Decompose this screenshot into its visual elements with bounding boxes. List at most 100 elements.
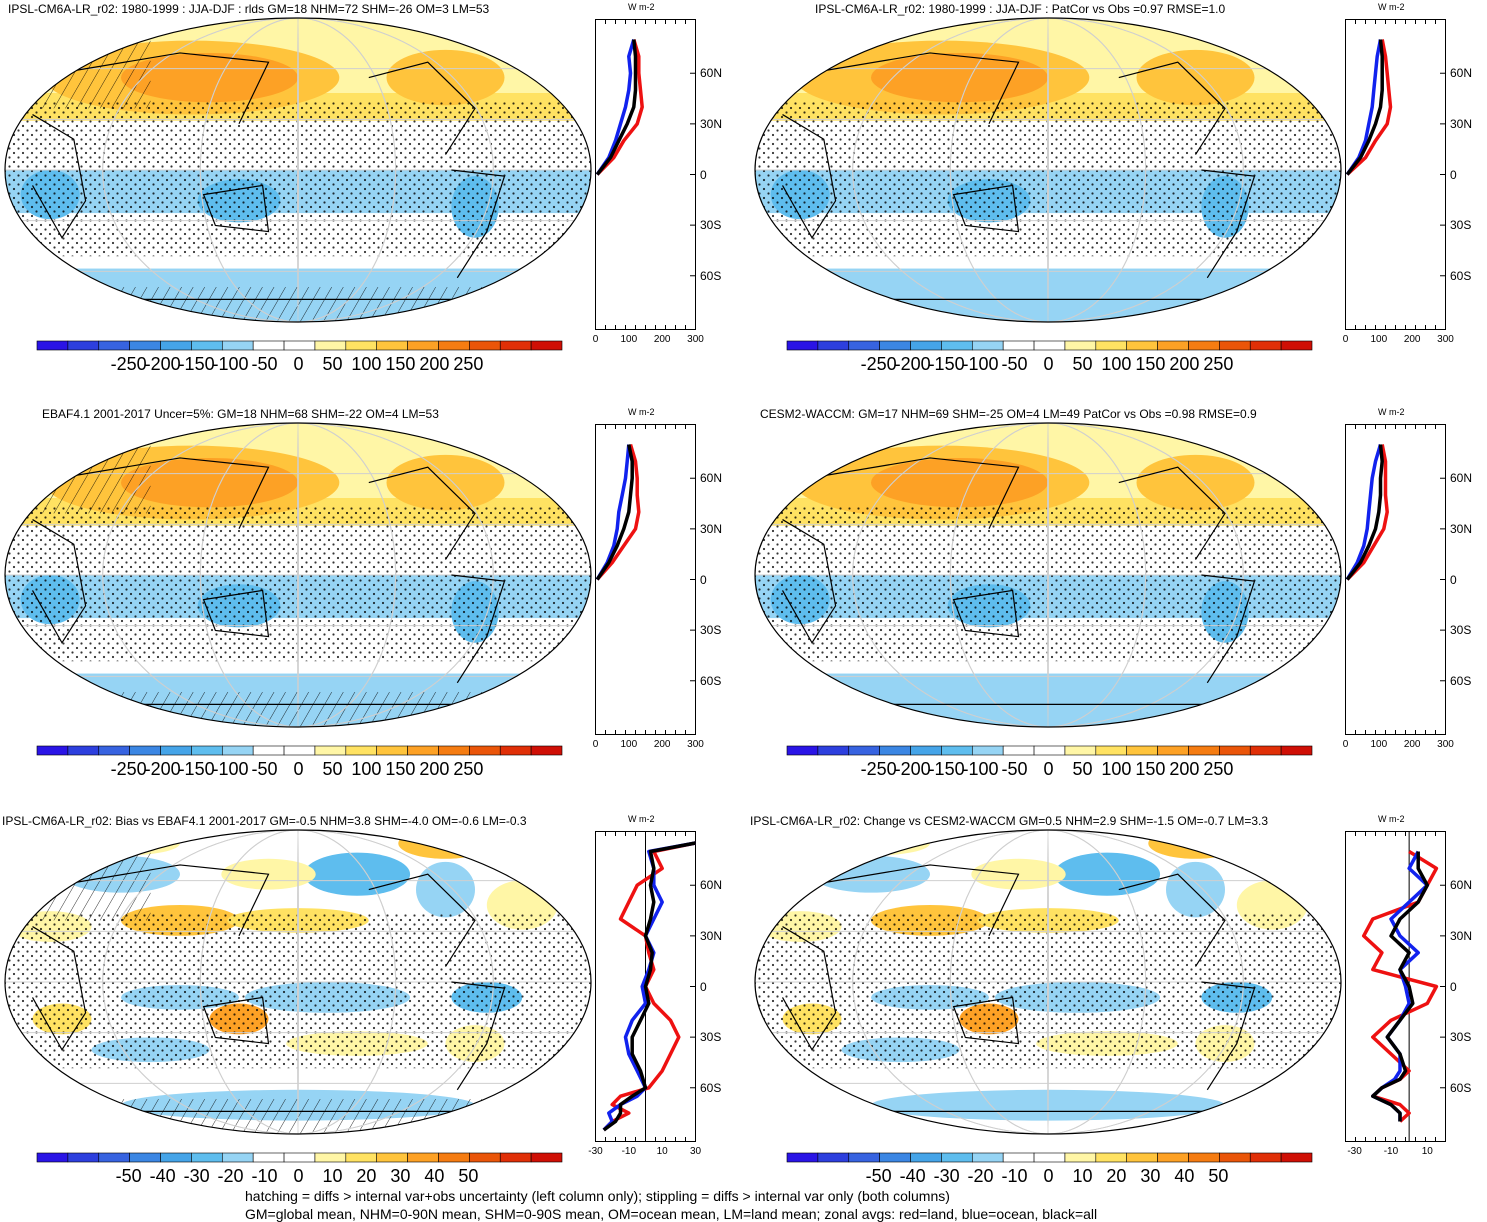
colorbar-swatch <box>1280 745 1313 756</box>
map-plot <box>4 422 592 728</box>
asia-warm-core <box>121 457 298 508</box>
colorbar-swatch <box>129 340 161 351</box>
lat-tick-label: 30N <box>700 928 723 943</box>
colorbar-tick-label: 50 <box>1072 354 1093 374</box>
colorbar <box>36 1152 563 1163</box>
colorbar-tick-label: 200 <box>1169 354 1200 374</box>
zonal-average-plot <box>595 19 696 330</box>
colorbar-tick-label: 10 <box>322 1166 343 1186</box>
lat-tick-label: 30N <box>1450 521 1473 536</box>
lat-tick-label: 60N <box>700 878 723 893</box>
lat-tick-label: 60S <box>700 1080 722 1095</box>
zonal-ocean-line <box>1345 444 1383 581</box>
map-outline <box>754 829 1342 1135</box>
colorbar-tick-label: -50 <box>251 354 278 374</box>
colorbar-swatch <box>941 340 973 351</box>
zonal-land-line <box>595 39 644 176</box>
colorbar-swatch <box>1157 1152 1189 1163</box>
zonal-x-tick-label: 0 <box>1342 739 1349 750</box>
zonal-unit-label: W m-2 <box>1378 407 1405 417</box>
colorbar-tick-label: -100 <box>962 759 999 779</box>
lat-tick-label: 0 <box>1450 167 1457 182</box>
colorbar-swatch <box>160 745 192 756</box>
zonal-x-tick-label: 10 <box>1421 1146 1433 1157</box>
colorbar-swatch <box>971 1152 1004 1163</box>
colorbar-labels: -250 -200 -150 -100 -50 0 50 100 150 200 250 <box>36 354 561 376</box>
zonal-average-plot <box>1345 424 1446 735</box>
colorbar-swatch <box>848 340 880 351</box>
lat-tick-label: 60N <box>700 471 723 486</box>
colorbar-tick-label: -30 <box>183 1166 210 1186</box>
colorbar-tick-label: 250 <box>1203 759 1234 779</box>
zonal-average-plot <box>1345 831 1446 1142</box>
colorbar-swatch <box>1188 745 1220 756</box>
colorbar-tick-label: -250 <box>110 759 147 779</box>
colorbar-tick-label: 0 <box>1043 354 1054 374</box>
lat-tick-label: 0 <box>1450 979 1457 994</box>
colorbar-tick-label: 100 <box>351 354 382 374</box>
colorbar-swatch <box>499 1152 532 1163</box>
colorbar-tick-label: -50 <box>251 759 278 779</box>
lat-tick-label: 30N <box>700 521 723 536</box>
colorbar-tick-label: -250 <box>110 354 147 374</box>
colorbar-swatch <box>879 1152 911 1163</box>
colorbar-swatch <box>1095 745 1128 756</box>
colorbar-tick-label: -10 <box>251 1166 278 1186</box>
colorbar-swatch <box>345 340 378 351</box>
colorbar-tick-label: -100 <box>962 354 999 374</box>
field-blob <box>1148 830 1243 859</box>
colorbar-tick-label: 10 <box>1072 1166 1093 1186</box>
footer-line-1: hatching = diffs > internal var+obs unce… <box>245 1188 950 1204</box>
colorbar-swatch <box>345 745 378 756</box>
zonal-x-tick-label: 300 <box>687 334 704 345</box>
colorbar-swatch <box>438 1152 470 1163</box>
colorbar-tick-label: 50 <box>322 354 343 374</box>
colorbar-swatch <box>438 745 470 756</box>
colorbar-labels: -250 -200 -150 -100 -50 0 50 100 150 200 250 <box>786 354 1311 376</box>
colorbar-swatch <box>1126 745 1158 756</box>
colorbar-tick-label: -50 <box>1001 759 1028 779</box>
map-outline <box>754 422 1342 728</box>
colorbar-swatch <box>817 340 850 351</box>
colorbar-swatch <box>910 1152 942 1163</box>
map-outline <box>754 17 1342 323</box>
colorbar-swatch <box>1280 1152 1313 1163</box>
colorbar-swatch <box>36 1152 69 1163</box>
zonal-unit-label: W m-2 <box>628 2 655 12</box>
colorbar-tick-label: 0 <box>1043 1166 1054 1186</box>
colorbar-swatch <box>1064 1152 1097 1163</box>
colorbar-swatch <box>191 745 223 756</box>
colorbar-swatch <box>469 1152 501 1163</box>
zonal-frame <box>1345 424 1446 735</box>
zonal-ocean-line <box>595 444 631 581</box>
zonal-x-tick-label: 300 <box>687 739 704 750</box>
colorbar-swatch <box>314 745 347 756</box>
asia-warm-core <box>871 52 1048 103</box>
graticule <box>5 18 591 322</box>
colorbar-tick-label: -100 <box>212 759 249 779</box>
colorbar-tick-label: -50 <box>1001 354 1028 374</box>
panel-title: EBAF4.1 2001-2017 Uncer=5%: GM=18 NHM=68… <box>42 407 439 421</box>
colorbar <box>786 1152 1313 1163</box>
colorbar-tick-label: -20 <box>217 1166 244 1186</box>
colorbar-swatch <box>530 745 563 756</box>
field-blob <box>812 831 930 856</box>
zonal-x-tick-label: 300 <box>1437 739 1454 750</box>
colorbar-swatch <box>1188 340 1220 351</box>
colorbar-swatch <box>1249 1152 1282 1163</box>
map-outline <box>4 422 592 728</box>
colorbar-swatch <box>407 340 439 351</box>
colorbar-swatch <box>848 745 880 756</box>
colorbar-swatch <box>98 340 130 351</box>
lat-tick-label: 60N <box>1450 471 1473 486</box>
colorbar-swatch <box>1002 1152 1035 1163</box>
zonal-x-tick-label: 200 <box>1403 739 1421 750</box>
colorbar-tick-label: 20 <box>356 1166 377 1186</box>
colorbar-swatch <box>469 745 501 756</box>
colorbar-tick-label: -20 <box>967 1166 994 1186</box>
colorbar-tick-label: 30 <box>390 1166 411 1186</box>
field-blob <box>398 830 493 859</box>
colorbar-tick-label: 100 <box>351 759 382 779</box>
lat-tick-label: 0 <box>700 572 707 587</box>
colorbar <box>786 340 1313 351</box>
